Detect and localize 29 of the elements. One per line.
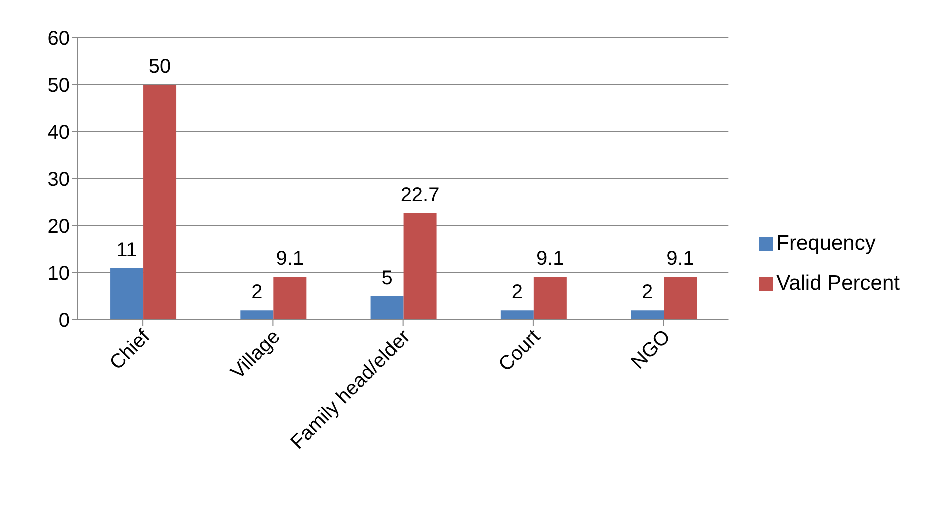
bar [144, 85, 177, 320]
y-tick-label: 20 [48, 216, 70, 238]
bar [370, 296, 404, 320]
y-tick-label: 50 [48, 75, 70, 98]
bar [500, 310, 534, 320]
bar [631, 310, 664, 320]
y-tick-label: 10 [48, 263, 70, 286]
data-label: 11 [116, 239, 138, 262]
data-label: 9.1 [666, 248, 694, 270]
bar [240, 310, 274, 320]
y-tick-label: 0 [58, 310, 70, 332]
bar [274, 277, 307, 320]
legend-label: Valid Percent [776, 272, 900, 295]
data-label: 5 [382, 268, 393, 290]
data-label: 2 [642, 282, 654, 304]
data-label: 2 [512, 282, 523, 304]
data-label: 9.1 [276, 248, 304, 270]
data-label: 9.1 [536, 248, 564, 270]
data-label: 2 [252, 282, 263, 304]
bar [664, 277, 698, 320]
y-tick-label: 30 [48, 169, 70, 192]
legend-label: Frequency [776, 232, 876, 255]
bar [534, 277, 567, 320]
data-label: 50 [148, 56, 172, 78]
y-tick-label: 40 [48, 122, 70, 144]
bar [404, 213, 437, 320]
data-label: 22.7 [400, 184, 440, 206]
bar [110, 268, 144, 320]
y-tick-label: 60 [48, 28, 70, 50]
